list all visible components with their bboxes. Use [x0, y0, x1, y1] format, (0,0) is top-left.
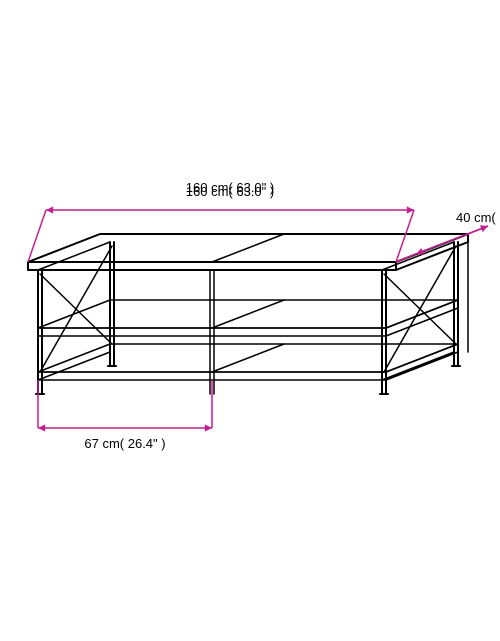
dim-shelf-label: 67 cm( 26.4" ) — [84, 436, 165, 451]
furniture-drawing — [28, 234, 468, 394]
dim-width-label: 160 cm( 63.0" ) — [186, 184, 274, 199]
dim-depth-label: 40 cm( 15 — [456, 210, 500, 225]
dimension-lines: 160 cm( 63.0" )160 cm( 63.0" )40 cm( 156… — [28, 180, 500, 451]
